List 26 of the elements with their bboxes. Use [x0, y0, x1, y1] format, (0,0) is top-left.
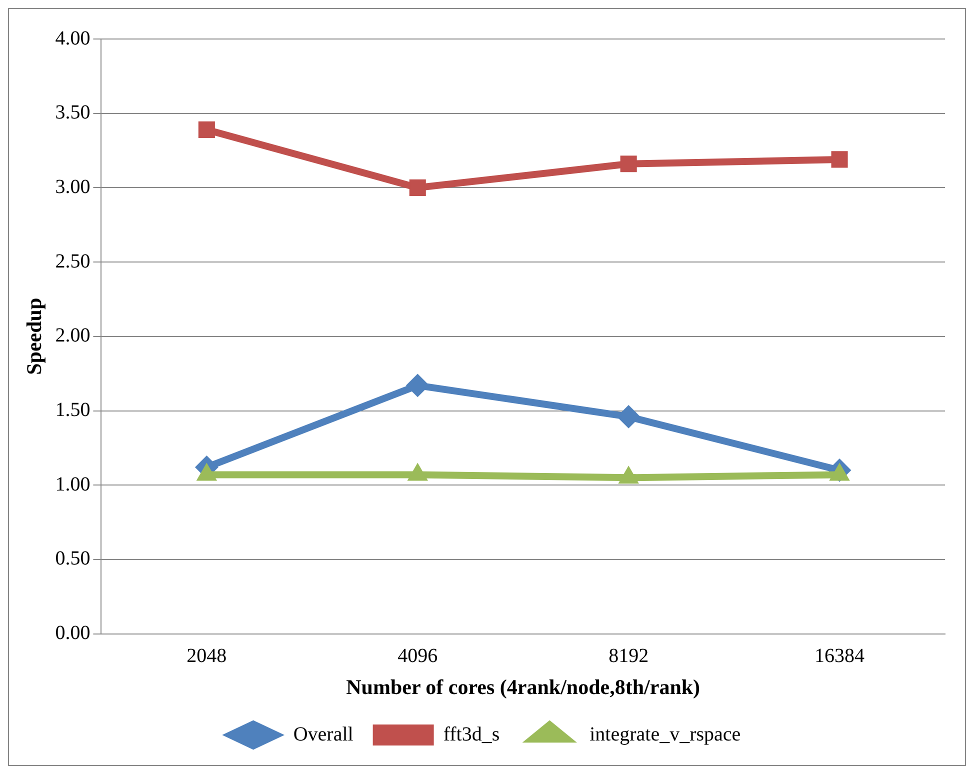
- y-tick-label: 0.50: [55, 548, 90, 570]
- point: [196, 463, 217, 481]
- y-axis-title: Speedup: [22, 298, 46, 375]
- x-tick-label: 4096: [398, 645, 438, 668]
- legend-label: integrate_v_rspace: [590, 723, 741, 746]
- y-tick-label: 3.50: [55, 102, 90, 124]
- y-tick-label: 4.00: [55, 27, 90, 50]
- y-tick-label: 1.00: [55, 473, 90, 496]
- point: [408, 463, 428, 481]
- point: [409, 179, 426, 196]
- legend-label: Overall: [293, 723, 354, 746]
- x-axis-title: Number of cores (4rank/node,8th/rank): [346, 674, 700, 699]
- y-tick-label: 2.00: [55, 324, 90, 347]
- x-tick-label: 2048: [186, 645, 227, 668]
- point: [831, 151, 848, 168]
- point: [830, 463, 850, 481]
- y-tick-label: 3.00: [55, 176, 90, 198]
- y-tick-label: 1.50: [55, 399, 90, 421]
- point: [618, 466, 639, 484]
- y-tick-label: 0.00: [55, 622, 90, 644]
- point: [198, 121, 215, 138]
- y-tick-label: 2.50: [55, 250, 90, 272]
- point: [620, 156, 637, 172]
- legend-label: fft3d_s: [443, 723, 500, 746]
- x-tick-label: 8192: [608, 645, 649, 668]
- x-tick-label: 16384: [814, 645, 865, 668]
